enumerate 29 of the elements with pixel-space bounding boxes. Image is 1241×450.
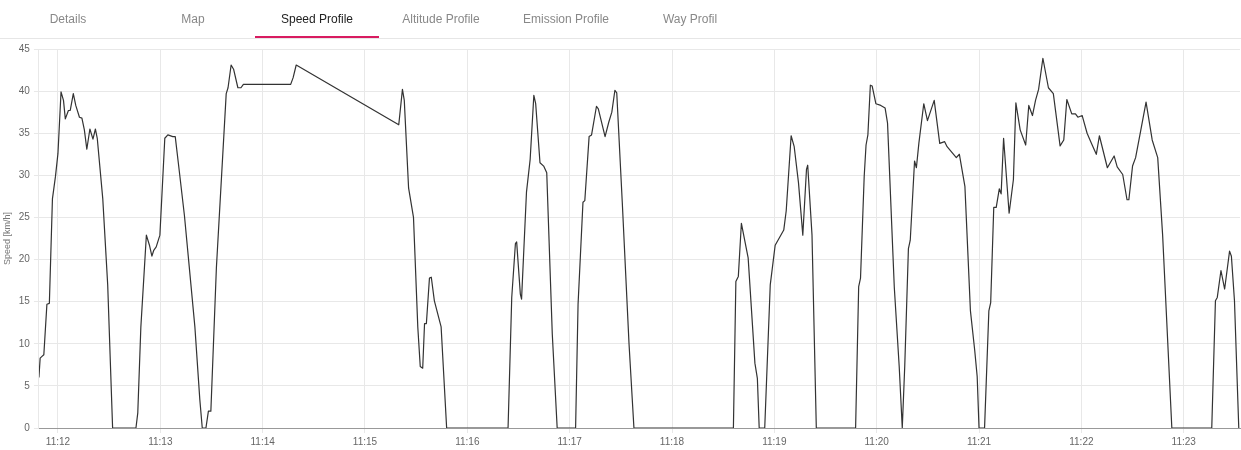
x-tick-label: 11:15 bbox=[352, 435, 378, 447]
y-axis-title: Speed [km/h] bbox=[1, 211, 12, 266]
y-tick-label: 20 bbox=[18, 253, 31, 265]
y-tick-label: 30 bbox=[18, 169, 31, 181]
y-tick-label: 45 bbox=[18, 42, 31, 54]
x-tick-label: 11:18 bbox=[659, 435, 685, 447]
text: Altitude Profile bbox=[402, 12, 480, 26]
text: Details bbox=[49, 12, 87, 26]
y-tick-label: 25 bbox=[18, 211, 31, 223]
x-tick-label: 11:13 bbox=[148, 435, 173, 447]
x-tick-label: 11:19 bbox=[762, 435, 787, 447]
y-tick-label: 15 bbox=[18, 295, 31, 307]
x-tick-label: 11:22 bbox=[1069, 435, 1094, 447]
x-tick-label: 11:12 bbox=[45, 435, 71, 447]
y-tick-label: 40 bbox=[18, 84, 31, 96]
text: Way Profil bbox=[662, 12, 718, 26]
y-tick-label: 35 bbox=[18, 126, 31, 138]
x-tick-label: 11:20 bbox=[864, 435, 890, 447]
text: Map bbox=[181, 12, 205, 26]
text: Speed Profile bbox=[280, 12, 354, 26]
x-tick-label: 11:23 bbox=[1171, 435, 1197, 447]
y-tick-label: 10 bbox=[18, 337, 31, 349]
y-tick-label: 0 bbox=[24, 421, 31, 433]
y-tick-label: 5 bbox=[24, 379, 31, 391]
x-tick-label: 11:16 bbox=[455, 435, 480, 447]
x-tick-label: 11:14 bbox=[250, 435, 276, 447]
x-tick-label: 11:21 bbox=[966, 435, 992, 447]
x-tick-label: 11:17 bbox=[557, 435, 583, 447]
text: Emission Profile bbox=[522, 12, 610, 26]
